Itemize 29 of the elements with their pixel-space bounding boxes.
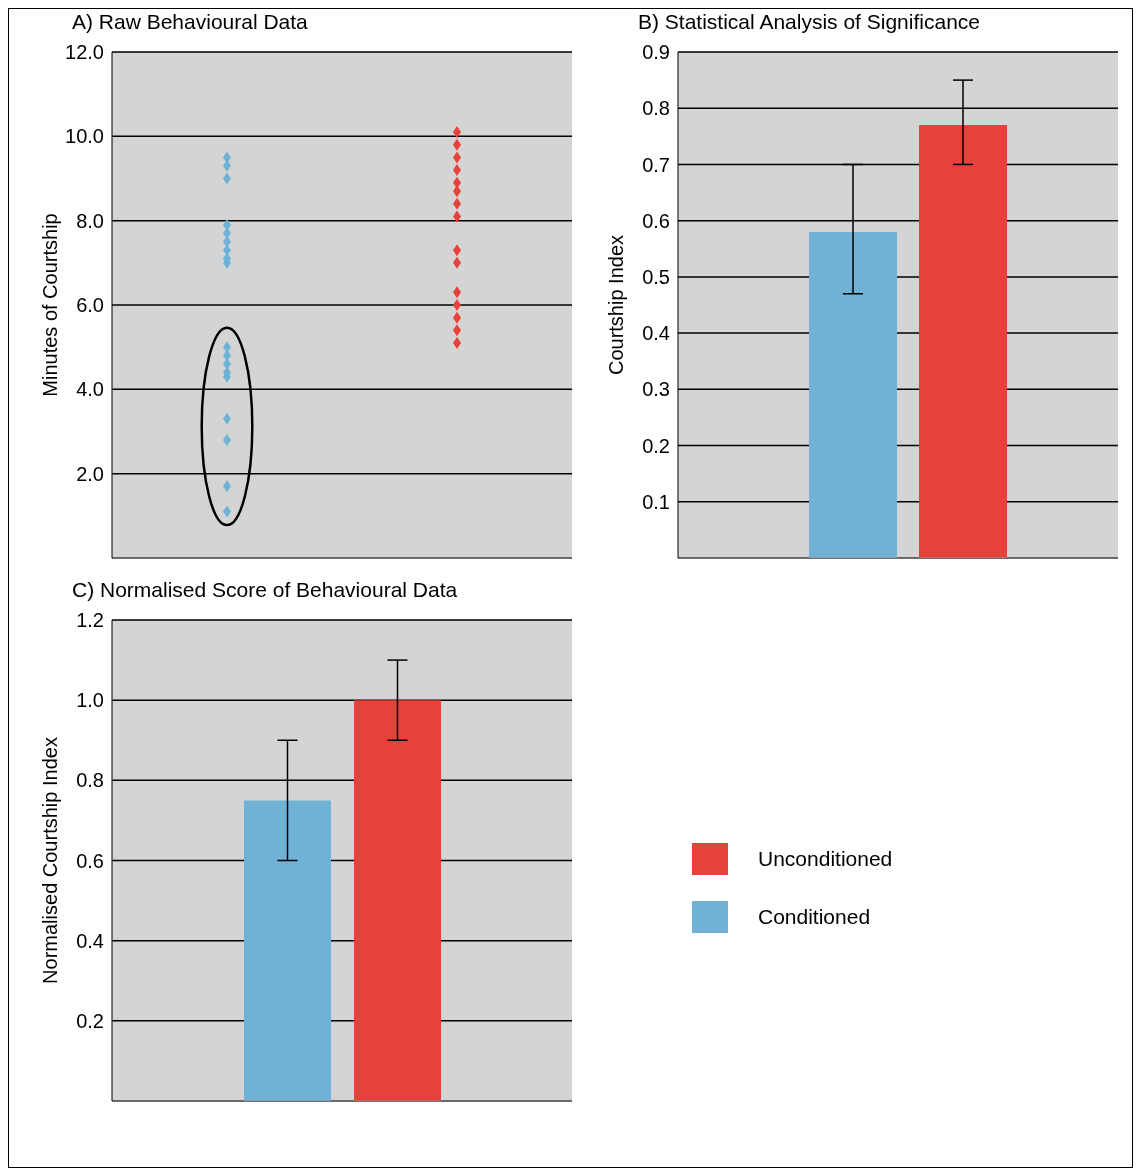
y-tick-label: 2.0 [76, 462, 104, 485]
y-axis-title: Minutes of Courtship [39, 213, 62, 397]
y-tick-label: 1.2 [76, 609, 104, 632]
y-tick-label: 0.9 [642, 41, 670, 64]
y-tick-label: 12.0 [65, 41, 104, 64]
y-tick-label: 1.0 [76, 689, 104, 712]
y-tick-label: 0.6 [76, 849, 104, 872]
y-tick-label: 4.0 [76, 378, 104, 401]
y-tick-label: 8.0 [76, 209, 104, 232]
y-tick-label: 0.3 [642, 378, 670, 401]
y-tick-label: 0.2 [642, 434, 670, 457]
y-axis-title: Courtship Index [605, 234, 628, 376]
y-tick-label: 0.4 [642, 322, 670, 345]
y-tick-label: 6.0 [76, 294, 104, 317]
y-axis-title: Normalised Courtship Index [39, 737, 62, 984]
y-tick-label: 0.6 [642, 209, 670, 232]
y-tick-label: 0.2 [76, 1009, 104, 1032]
chart-title: C) Normalised Score of Behavioural Data [72, 578, 458, 602]
y-tick-label: 0.7 [642, 153, 670, 176]
y-tick-label: 0.1 [642, 490, 670, 513]
y-tick-label: 0.4 [76, 929, 104, 952]
y-tick-label: 0.8 [642, 97, 670, 120]
y-tick-label: 10.0 [65, 125, 104, 148]
y-tick-label: 0.8 [76, 769, 104, 792]
chart-title: B) Statistical Analysis of Significance [638, 10, 980, 34]
y-tick-label: 0.5 [642, 265, 670, 288]
chart-title: A) Raw Behavioural Data [72, 10, 308, 34]
legend-label: Unconditioned [758, 847, 893, 871]
legend-label: Conditioned [758, 905, 871, 929]
